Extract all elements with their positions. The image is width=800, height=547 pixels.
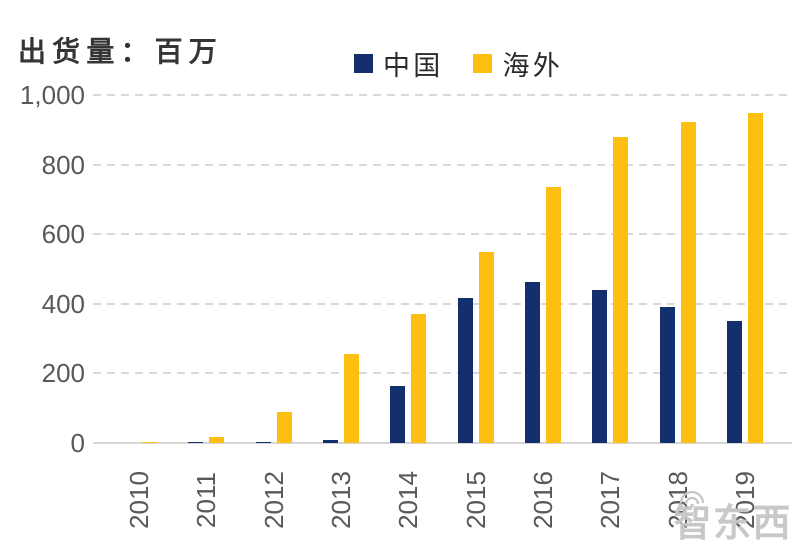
bar-overseas-2014 [411, 314, 427, 443]
x-tick-label: 2018 [662, 471, 693, 529]
legend-item-china: 中国 [354, 44, 443, 83]
bar-china-2014 [390, 385, 406, 443]
y-tick-label: 1,000 [19, 80, 85, 110]
legend-label-china: 中国 [383, 51, 444, 81]
bar-overseas-2013 [343, 354, 359, 443]
bar-overseas-2018 [680, 121, 696, 443]
bar-china-2019 [726, 320, 742, 443]
bar-overseas-2010 [142, 442, 157, 443]
y-tick-label: 600 [41, 219, 85, 250]
bar-overseas-2019 [747, 113, 763, 443]
x-tick-label: 2016 [527, 471, 558, 529]
bar-china-2017 [592, 289, 608, 443]
overseas-color-swatch [473, 54, 493, 73]
bar-overseas-2012 [276, 411, 292, 443]
grid-line [93, 163, 792, 166]
bar-china-2012 [255, 441, 271, 443]
legend: 中国 海外 [354, 44, 563, 83]
x-axis-line [93, 442, 792, 444]
legend-item-overseas: 海外 [473, 44, 562, 83]
bar-china-2011 [188, 442, 204, 443]
grid-line [93, 372, 792, 375]
bar-china-2016 [524, 281, 540, 443]
legend-label-overseas: 海外 [502, 51, 563, 81]
grid-line [93, 233, 792, 236]
bar-overseas-2015 [478, 251, 494, 443]
grid-line [93, 94, 792, 96]
bar-overseas-2017 [613, 136, 629, 443]
x-tick-label: 2014 [393, 471, 424, 529]
x-tick-label: 2010 [124, 471, 154, 529]
bar-overseas-2016 [545, 186, 561, 443]
bar-china-2013 [322, 439, 338, 443]
bar-china-2015 [457, 297, 473, 443]
y-tick-label: 0 [70, 428, 85, 458]
x-tick-label: 2015 [460, 471, 491, 529]
x-tick-label: 2011 [191, 472, 222, 528]
y-tick-label: 400 [41, 288, 85, 319]
x-tick-label: 2012 [258, 471, 289, 529]
chart-title: 出货量：百万 [18, 37, 223, 68]
y-tick-label: 200 [41, 358, 85, 389]
bar-overseas-2011 [209, 436, 225, 443]
x-tick-label: 2019 [729, 471, 760, 529]
y-tick-label: 800 [41, 149, 85, 180]
x-tick-label: 2017 [595, 471, 626, 529]
china-color-swatch [354, 54, 373, 73]
x-tick-label: 2013 [325, 471, 356, 529]
grid-line [93, 302, 792, 305]
bar-china-2018 [659, 307, 675, 443]
